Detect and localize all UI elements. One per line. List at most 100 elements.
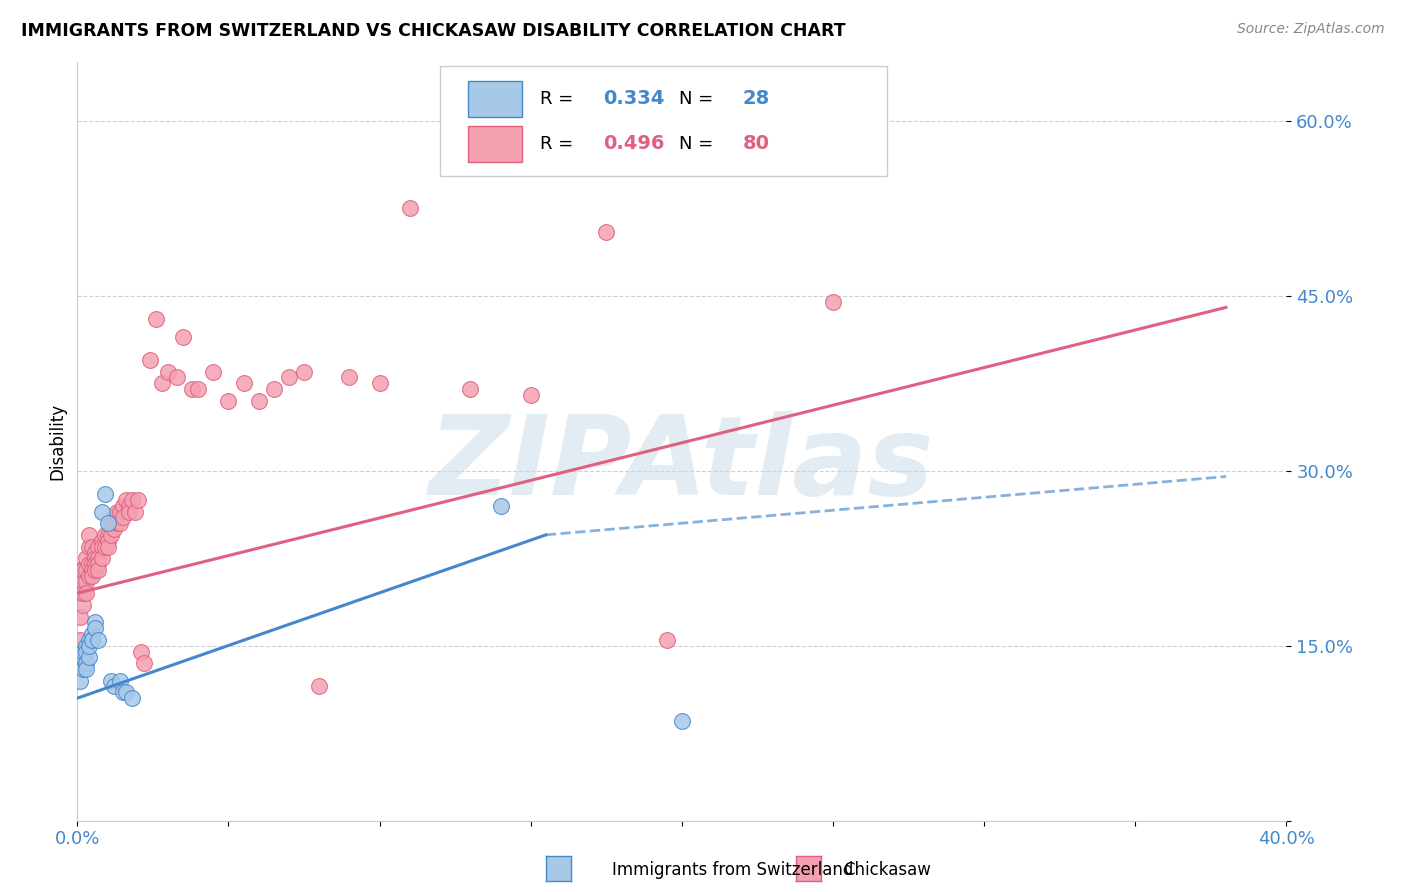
Point <box>105 504 128 518</box>
Point <box>520 388 543 402</box>
Point <box>308 680 330 694</box>
Point <box>127 492 149 507</box>
Point <box>82 563 104 577</box>
Point <box>166 370 188 384</box>
Point <box>218 393 240 408</box>
FancyBboxPatch shape <box>468 81 522 117</box>
Point <box>337 370 360 384</box>
FancyBboxPatch shape <box>468 126 522 161</box>
Point <box>399 201 422 215</box>
Point <box>121 492 143 507</box>
Text: ZIPAtlas: ZIPAtlas <box>429 411 935 517</box>
Point <box>671 714 693 729</box>
Point <box>69 632 91 647</box>
Point <box>114 685 136 699</box>
Point <box>145 312 167 326</box>
Point <box>90 540 112 554</box>
Point <box>90 504 112 518</box>
Point <box>124 504 146 518</box>
Point <box>69 586 91 600</box>
Point <box>87 632 110 647</box>
Point <box>96 533 118 548</box>
Point <box>72 574 94 589</box>
FancyBboxPatch shape <box>440 66 887 177</box>
Point <box>108 516 131 531</box>
Point <box>96 540 118 554</box>
Point <box>87 540 110 554</box>
Point <box>103 680 125 694</box>
Point <box>150 376 173 391</box>
Point <box>100 516 122 531</box>
Point <box>79 528 101 542</box>
Point <box>72 650 94 665</box>
Point <box>108 504 131 518</box>
Point <box>69 609 91 624</box>
Point <box>111 685 134 699</box>
Point <box>82 627 104 641</box>
Text: 0.334: 0.334 <box>603 89 665 108</box>
Point <box>100 528 122 542</box>
Point <box>72 563 94 577</box>
Text: R =: R = <box>540 135 579 153</box>
Point <box>75 662 97 676</box>
Point <box>103 510 125 524</box>
Point <box>79 540 101 554</box>
Point <box>79 568 101 582</box>
Text: 28: 28 <box>742 89 769 108</box>
Point <box>368 376 391 391</box>
Point <box>263 382 285 396</box>
Point <box>132 656 155 670</box>
Point <box>79 650 101 665</box>
Point <box>75 639 97 653</box>
Point <box>75 586 97 600</box>
Point <box>69 673 91 688</box>
Point <box>655 632 678 647</box>
Text: IMMIGRANTS FROM SWITZERLAND VS CHICKASAW DISABILITY CORRELATION CHART: IMMIGRANTS FROM SWITZERLAND VS CHICKASAW… <box>21 22 846 40</box>
Point <box>129 644 152 658</box>
Point <box>79 557 101 571</box>
Point <box>157 365 180 379</box>
Point <box>458 382 481 396</box>
Point <box>84 557 107 571</box>
Point <box>82 632 104 647</box>
Point <box>202 365 225 379</box>
Point <box>96 516 118 531</box>
Point <box>69 563 91 577</box>
Text: N =: N = <box>679 135 720 153</box>
Point <box>84 563 107 577</box>
Point <box>489 499 512 513</box>
Point <box>82 568 104 582</box>
Point <box>93 540 115 554</box>
Point <box>79 632 101 647</box>
Point <box>187 382 209 396</box>
Point <box>72 598 94 612</box>
Point <box>75 563 97 577</box>
Point <box>121 691 143 706</box>
Point <box>79 639 101 653</box>
Point <box>100 673 122 688</box>
Text: N =: N = <box>679 90 720 108</box>
Point <box>75 574 97 589</box>
Text: Chickasaw: Chickasaw <box>844 861 932 879</box>
Point <box>72 662 94 676</box>
Point <box>84 621 107 635</box>
Point <box>118 504 141 518</box>
Point <box>247 393 270 408</box>
Point <box>72 644 94 658</box>
Point <box>93 487 115 501</box>
Point <box>108 673 131 688</box>
Text: Immigrants from Switzerland: Immigrants from Switzerland <box>612 861 853 879</box>
Point <box>111 510 134 524</box>
Point <box>75 644 97 658</box>
Point <box>72 586 94 600</box>
Point <box>595 225 617 239</box>
Point <box>75 656 97 670</box>
Point <box>96 528 118 542</box>
Point <box>90 551 112 566</box>
Point <box>105 516 128 531</box>
Point <box>90 533 112 548</box>
Point <box>82 540 104 554</box>
Point <box>232 376 254 391</box>
Point <box>84 551 107 566</box>
Point <box>84 545 107 559</box>
